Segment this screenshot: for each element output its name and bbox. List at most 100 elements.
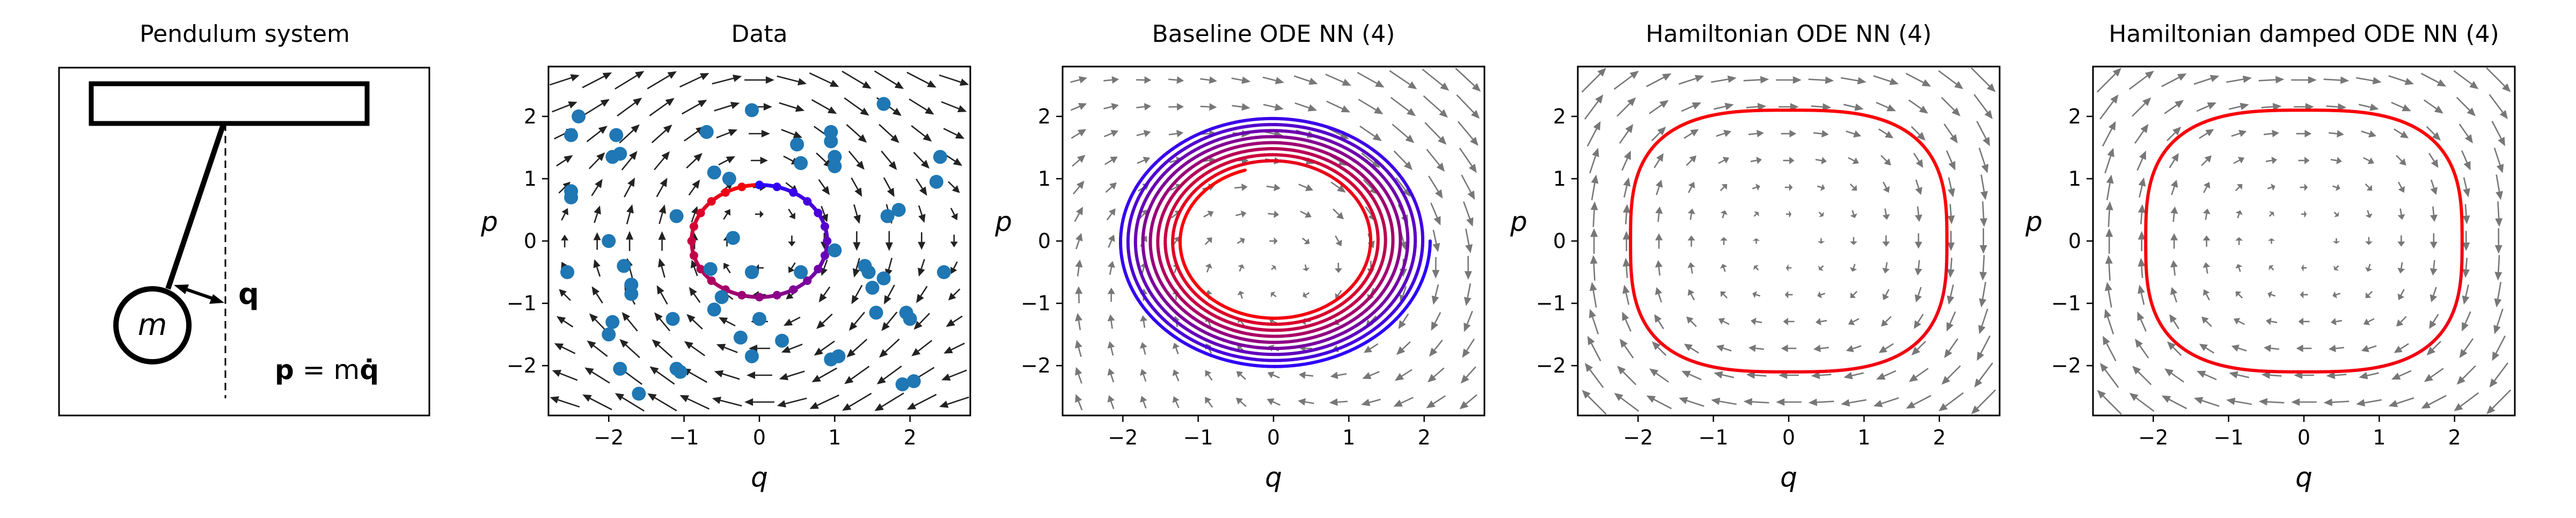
vector-arrow — [2333, 265, 2339, 271]
vector-arrow — [849, 151, 865, 170]
vector-arrow — [2268, 238, 2275, 244]
vector-arrow — [2361, 345, 2376, 352]
y-tick-label: −1 — [507, 291, 537, 315]
vector-arrow — [550, 396, 580, 407]
vector-arrow — [1204, 210, 1214, 217]
vector-arrow — [1357, 72, 1384, 87]
vector-arrow — [2170, 207, 2178, 222]
vector-arrow — [2139, 177, 2146, 197]
vector-arrow — [2264, 130, 2279, 137]
vector-arrow — [1263, 104, 1284, 111]
y-tick-label: −2 — [2051, 354, 2081, 377]
vector-arrow — [2332, 184, 2340, 191]
vector-arrow — [1140, 369, 1147, 381]
vector-arrow — [951, 208, 958, 221]
vector-arrow — [2231, 130, 2246, 137]
vector-arrow — [2424, 100, 2443, 113]
vector-arrow — [2324, 398, 2350, 406]
vector-arrow — [1915, 287, 1922, 302]
vector-arrow — [1587, 336, 1600, 361]
vector-arrow — [1333, 209, 1344, 219]
vector-arrow — [1238, 291, 1245, 299]
vector-arrow — [1614, 393, 1639, 411]
vector-arrow — [1684, 129, 1699, 138]
vector-arrow — [2300, 184, 2308, 191]
vector-arrow — [1429, 340, 1443, 357]
vector-arrow — [2421, 396, 2447, 408]
vector-arrow — [1980, 174, 1988, 200]
vector-arrow — [1874, 76, 1899, 85]
vector-arrow — [659, 205, 666, 224]
y-axis-label: p — [2025, 206, 2043, 237]
vector-arrow — [2424, 368, 2443, 382]
q-label: q — [238, 277, 259, 311]
vector-arrow — [2366, 210, 2373, 218]
vector-arrow — [2162, 396, 2187, 408]
y-tick-label: 2 — [1553, 105, 1566, 128]
vector-arrow — [2291, 76, 2317, 84]
vector-arrow — [1460, 148, 1477, 173]
vector-arrow — [941, 102, 967, 112]
vector-arrow — [1237, 238, 1245, 244]
vector-arrow — [1979, 282, 1986, 307]
vector-arrow — [918, 232, 925, 250]
vector-arrow — [1582, 390, 1606, 414]
vector-arrow — [1330, 371, 1346, 379]
vector-arrow — [2334, 211, 2339, 217]
vector-arrow — [812, 368, 837, 382]
vector-arrow — [851, 178, 862, 196]
data-point — [700, 125, 714, 139]
y-tick-label: 1 — [1038, 167, 1051, 191]
trajectory-point — [737, 291, 746, 300]
vector-arrow — [2398, 209, 2405, 220]
vector-arrow — [950, 262, 957, 274]
data-point — [745, 265, 759, 279]
vector-arrow — [2457, 366, 2476, 384]
data-point — [896, 377, 910, 391]
vector-arrow — [2397, 235, 2405, 246]
vector-arrow — [1841, 399, 1866, 406]
vector-arrow — [2197, 103, 2216, 111]
vector-arrow — [884, 178, 895, 197]
vector-arrow — [842, 393, 872, 411]
trajectory-point — [737, 183, 746, 191]
vector-arrow — [1817, 238, 1825, 244]
vector-arrow — [1299, 371, 1313, 379]
data-point — [564, 191, 578, 205]
vector-arrow — [2329, 130, 2344, 137]
vector-arrow — [2490, 94, 2508, 119]
vector-arrow — [879, 125, 899, 143]
vector-arrow — [2138, 151, 2146, 171]
data-point — [869, 305, 883, 319]
vector-arrow — [1458, 121, 1479, 145]
vector-arrow — [1649, 100, 1668, 113]
vector-arrow — [2267, 184, 2275, 191]
vector-arrow — [744, 76, 774, 84]
vector-arrow — [2463, 204, 2470, 224]
vector-arrow — [719, 317, 735, 326]
vector-arrow — [788, 209, 795, 219]
data-point — [605, 315, 619, 329]
vector-arrow — [1326, 74, 1351, 85]
data-point — [794, 265, 808, 279]
vector-arrow — [1848, 318, 1859, 325]
vector-arrow — [1744, 398, 1769, 406]
vector-arrow — [1817, 291, 1825, 298]
vector-arrow — [2329, 345, 2344, 352]
data-point — [877, 97, 891, 111]
data-point — [613, 147, 627, 161]
data-point — [617, 259, 631, 273]
vector-arrow — [2201, 156, 2212, 166]
vector-arrow — [1850, 264, 1857, 272]
vector-arrow — [1268, 210, 1279, 218]
vector-arrow — [943, 343, 964, 353]
y-tick-label: 1 — [524, 167, 537, 191]
vector-arrow — [2298, 318, 2309, 325]
vector-arrow — [582, 395, 612, 410]
x-axis-label: q — [1780, 462, 1797, 493]
chart-title: Baseline ODE NN (4) — [1152, 20, 1395, 48]
vector-arrow — [2492, 336, 2505, 361]
vector-arrow — [1459, 395, 1477, 409]
vector-arrow — [2266, 157, 2277, 164]
